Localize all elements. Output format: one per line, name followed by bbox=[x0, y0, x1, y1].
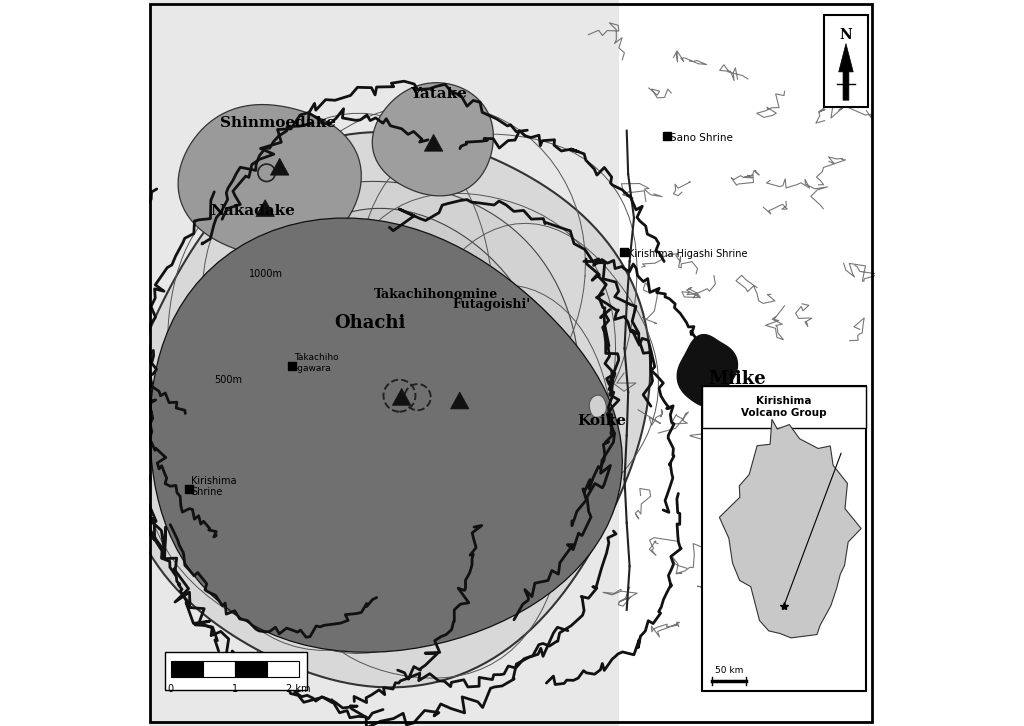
Text: Sano Shrine: Sano Shrine bbox=[671, 133, 733, 143]
Text: Shinmoedake: Shinmoedake bbox=[220, 116, 336, 131]
Polygon shape bbox=[223, 280, 563, 544]
Text: N: N bbox=[840, 28, 852, 41]
Text: Futagoishi': Futagoishi' bbox=[453, 298, 530, 311]
Text: Kirishima
Shrine: Kirishima Shrine bbox=[191, 476, 237, 497]
Bar bbox=[266, 661, 299, 677]
Polygon shape bbox=[293, 264, 510, 534]
Text: Miike: Miike bbox=[708, 370, 766, 388]
Polygon shape bbox=[590, 395, 606, 417]
Polygon shape bbox=[315, 329, 505, 466]
Polygon shape bbox=[720, 420, 861, 638]
Bar bbox=[171, 661, 203, 677]
Bar bbox=[702, 386, 865, 428]
Bar bbox=[621, 248, 628, 256]
Bar bbox=[702, 386, 865, 691]
Polygon shape bbox=[193, 113, 345, 242]
Bar bbox=[165, 652, 307, 690]
Polygon shape bbox=[226, 137, 317, 216]
Polygon shape bbox=[839, 44, 853, 100]
Text: Kirishima Higashi Shrine: Kirishima Higashi Shrine bbox=[628, 249, 748, 259]
Polygon shape bbox=[351, 351, 478, 439]
Polygon shape bbox=[411, 114, 462, 158]
Text: 1000m: 1000m bbox=[249, 269, 284, 279]
Text: 2 km: 2 km bbox=[287, 684, 311, 694]
Text: 500m: 500m bbox=[214, 375, 243, 385]
Polygon shape bbox=[122, 132, 650, 688]
Polygon shape bbox=[210, 124, 329, 229]
Bar bbox=[620, 0, 874, 726]
Polygon shape bbox=[256, 234, 525, 560]
Polygon shape bbox=[201, 182, 580, 638]
Polygon shape bbox=[396, 104, 473, 170]
Polygon shape bbox=[178, 105, 361, 257]
Polygon shape bbox=[392, 388, 411, 405]
Polygon shape bbox=[151, 234, 605, 614]
Polygon shape bbox=[451, 392, 469, 409]
Polygon shape bbox=[270, 158, 289, 175]
Text: Takachiho
-gawara: Takachiho -gawara bbox=[294, 354, 339, 372]
Text: 0: 0 bbox=[168, 684, 174, 694]
Bar bbox=[203, 661, 234, 677]
Polygon shape bbox=[336, 342, 492, 451]
Bar bbox=[184, 485, 193, 493]
Polygon shape bbox=[424, 134, 442, 151]
Polygon shape bbox=[251, 295, 552, 517]
Polygon shape bbox=[305, 319, 523, 482]
Polygon shape bbox=[256, 200, 274, 216]
Polygon shape bbox=[373, 83, 494, 196]
Polygon shape bbox=[240, 148, 303, 203]
Bar bbox=[824, 15, 867, 107]
Bar bbox=[150, 0, 620, 726]
Polygon shape bbox=[151, 218, 623, 652]
Polygon shape bbox=[177, 256, 594, 595]
Text: Ohachi: Ohachi bbox=[334, 314, 406, 332]
Text: Koike: Koike bbox=[578, 414, 627, 428]
Text: Takachihonomine: Takachihonomine bbox=[374, 287, 499, 301]
Polygon shape bbox=[234, 208, 548, 603]
Text: Nakadake: Nakadake bbox=[211, 203, 296, 218]
Text: Kirishima
Volcano Group: Kirishima Volcano Group bbox=[741, 396, 826, 418]
Polygon shape bbox=[386, 96, 484, 181]
Text: 50 km: 50 km bbox=[715, 666, 743, 675]
Bar bbox=[663, 132, 671, 140]
Text: Yatake: Yatake bbox=[411, 87, 467, 102]
Polygon shape bbox=[279, 310, 534, 494]
Bar bbox=[289, 362, 296, 370]
Text: 1: 1 bbox=[231, 684, 238, 694]
Polygon shape bbox=[214, 275, 581, 573]
Bar bbox=[234, 661, 266, 677]
Polygon shape bbox=[677, 335, 737, 407]
